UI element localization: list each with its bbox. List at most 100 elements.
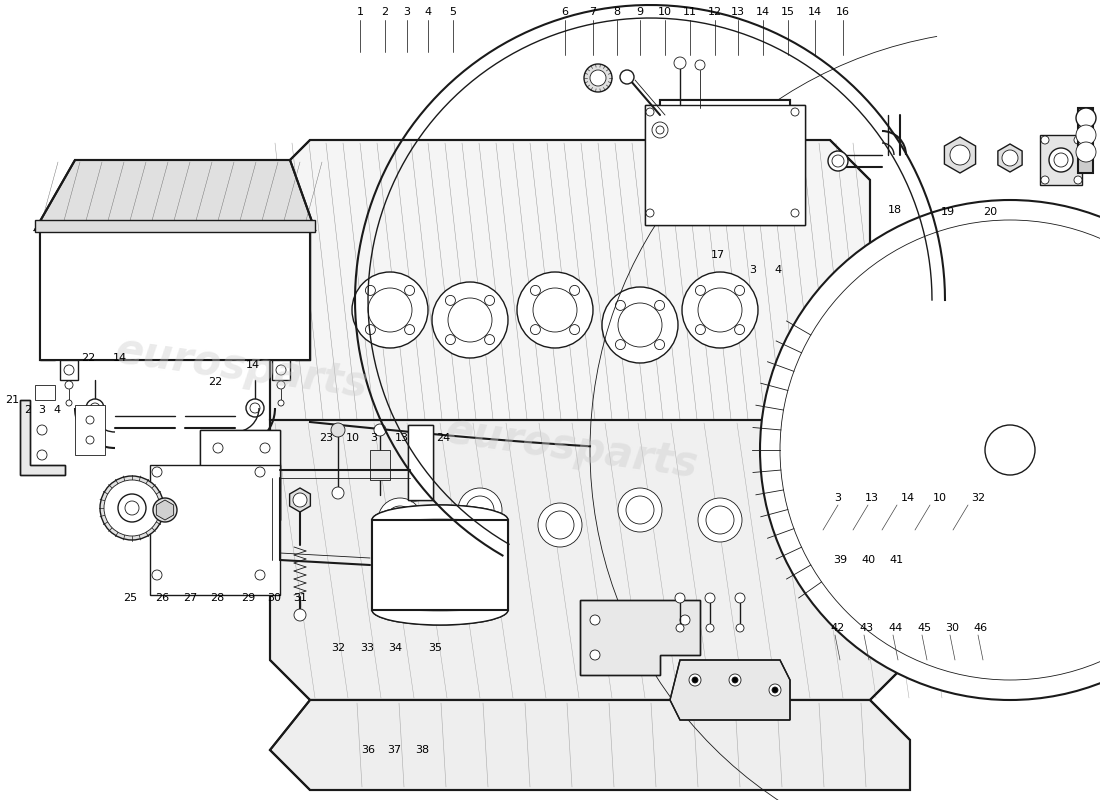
Text: 3: 3 [835,493,842,503]
Circle shape [620,70,634,84]
Circle shape [104,480,160,536]
Circle shape [160,475,270,585]
Circle shape [777,103,786,113]
Bar [75,405,104,455]
Circle shape [352,272,428,348]
Bar [35,220,315,232]
Text: 30: 30 [267,593,280,603]
Circle shape [590,650,600,660]
Circle shape [485,334,495,345]
Text: 4: 4 [425,7,431,17]
Circle shape [984,425,1035,475]
Text: 2: 2 [24,405,32,415]
Circle shape [618,303,662,347]
Circle shape [1076,142,1096,162]
Bar [200,430,280,520]
Ellipse shape [372,505,508,535]
Text: 28: 28 [210,593,224,603]
Ellipse shape [373,575,507,600]
Bar [60,360,78,380]
Bar [40,230,310,360]
Circle shape [368,288,412,332]
Circle shape [64,365,74,375]
Circle shape [698,288,742,332]
Circle shape [374,424,386,436]
Circle shape [293,493,307,507]
Circle shape [660,197,670,207]
Circle shape [832,155,844,167]
Circle shape [331,423,345,437]
Circle shape [173,488,257,572]
Circle shape [706,506,734,534]
Circle shape [626,496,654,524]
Circle shape [378,498,422,542]
Circle shape [828,151,848,171]
Text: 4: 4 [774,265,782,275]
Circle shape [386,506,414,534]
Circle shape [692,677,698,683]
Bar [150,465,280,595]
Circle shape [660,103,670,113]
Circle shape [729,674,741,686]
Circle shape [173,488,257,572]
Circle shape [698,143,722,167]
Circle shape [250,403,260,413]
Circle shape [86,399,104,417]
Text: 4: 4 [54,405,60,415]
Text: 45: 45 [917,623,932,633]
Polygon shape [156,500,174,520]
Circle shape [735,593,745,603]
Text: 35: 35 [428,643,442,653]
Circle shape [66,400,72,406]
Text: 2: 2 [382,7,388,17]
Circle shape [1041,136,1049,144]
Circle shape [1074,176,1082,184]
Ellipse shape [373,530,507,555]
Text: 30: 30 [945,623,959,633]
Circle shape [777,197,786,207]
Text: 14: 14 [807,7,822,17]
Circle shape [950,145,970,165]
Text: 16: 16 [836,7,850,17]
Circle shape [204,518,227,542]
Text: 46: 46 [972,623,987,633]
Circle shape [1054,153,1068,167]
Circle shape [1041,176,1049,184]
Bar [40,230,55,360]
Text: 6: 6 [561,7,569,17]
Text: 17: 17 [711,250,725,260]
Circle shape [732,677,738,683]
Bar [408,425,433,500]
Circle shape [570,325,580,334]
Bar [660,100,790,210]
Circle shape [152,467,162,477]
Bar [645,105,805,225]
Circle shape [530,325,540,334]
Circle shape [37,450,47,460]
Circle shape [86,416,94,424]
Polygon shape [270,420,910,700]
Circle shape [294,609,306,621]
Circle shape [706,624,714,632]
Text: 14: 14 [246,360,260,370]
Text: 37: 37 [387,745,402,755]
Circle shape [584,64,612,92]
Circle shape [278,400,284,406]
Circle shape [676,624,684,632]
Text: 23: 23 [319,433,333,443]
Circle shape [615,300,626,310]
Circle shape [736,624,744,632]
Ellipse shape [372,505,508,535]
Circle shape [466,496,494,524]
Circle shape [255,467,265,477]
Text: 12: 12 [708,7,722,17]
Circle shape [654,339,664,350]
Circle shape [190,505,240,555]
Text: 10: 10 [658,7,672,17]
Text: 43: 43 [860,623,875,633]
Text: 27: 27 [183,593,197,603]
Circle shape [646,209,654,217]
Text: 1: 1 [356,7,363,17]
Bar [370,450,390,480]
Circle shape [118,494,146,522]
